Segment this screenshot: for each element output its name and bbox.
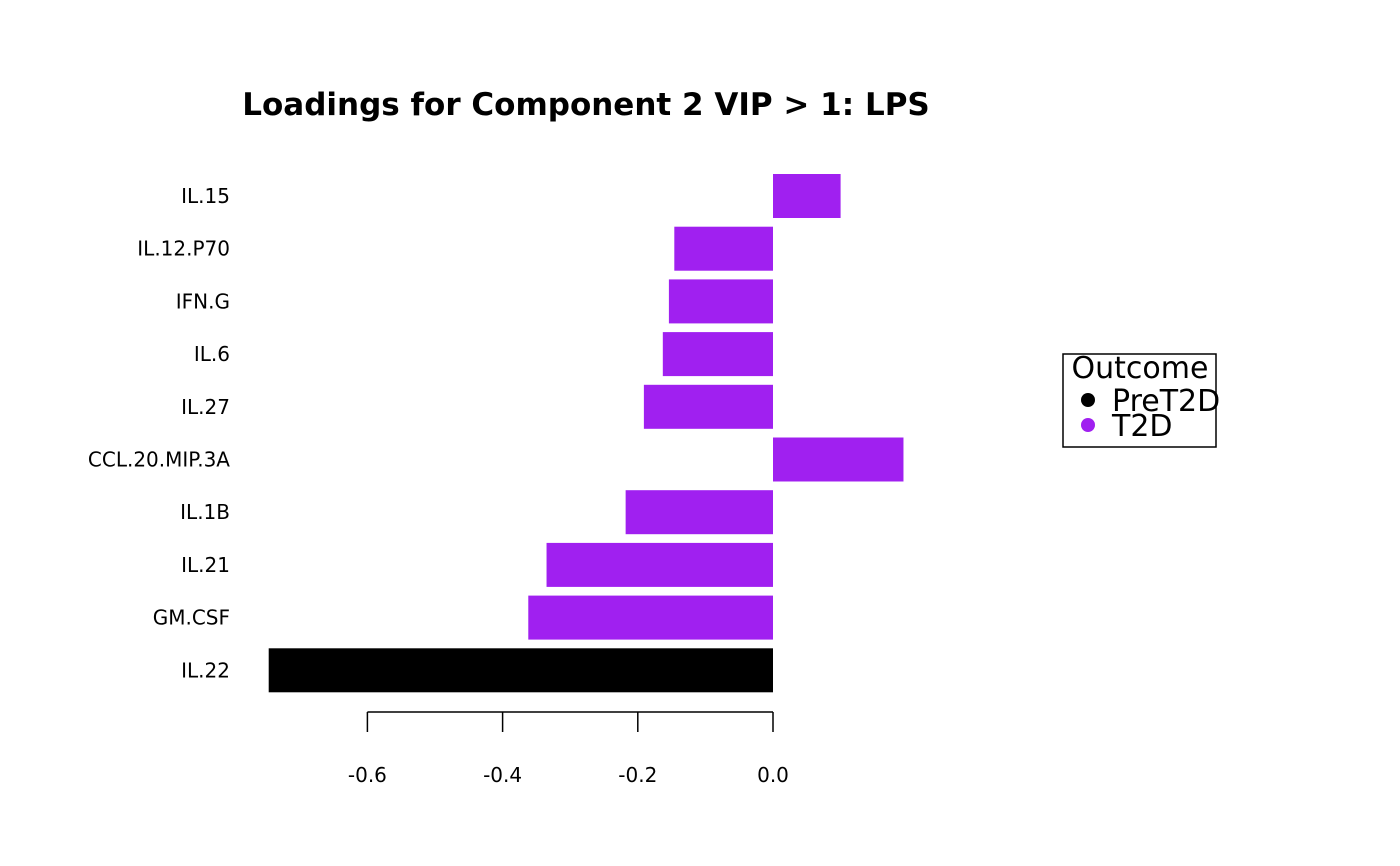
x-tick-label: -0.4 <box>483 763 522 787</box>
bar-gm-csf <box>528 595 773 640</box>
bar-il-27 <box>643 384 773 429</box>
legend-label-pret2d: PreT2D <box>1112 384 1220 419</box>
category-label: GM.CSF <box>153 606 230 630</box>
legend-title: Outcome <box>1072 351 1209 386</box>
bars-layer <box>268 174 904 693</box>
legend-box <box>1062 353 1217 448</box>
category-label: IFN.G <box>176 289 230 313</box>
category-label: IL.1B <box>180 500 230 524</box>
x-tick-label: -0.2 <box>618 763 657 787</box>
bar-il-12-p70 <box>674 226 773 271</box>
category-label: CCL.20.MIP.3A <box>88 448 230 472</box>
legend-label-t2d: T2D <box>1111 409 1173 444</box>
legend: Outcome PreT2D T2D <box>1062 351 1220 448</box>
category-label: IL.27 <box>181 395 230 419</box>
chart-title: Loadings for Component 2 VIP > 1: LPS <box>242 87 930 123</box>
x-axis: -0.6 -0.4 -0.2 0.0 <box>348 711 789 787</box>
category-label: IL.12.P70 <box>137 237 230 261</box>
legend-marker-t2d <box>1081 418 1095 432</box>
bar-il-1b <box>625 490 773 535</box>
category-label: IL.6 <box>194 342 230 366</box>
bar-ccl-20-mip-3a <box>773 437 904 482</box>
legend-marker-pret2d <box>1081 393 1095 407</box>
x-tick-label: 0.0 <box>757 763 789 787</box>
bar-il-21 <box>546 542 773 587</box>
bar-il-15 <box>773 174 841 218</box>
category-label: IL.21 <box>181 553 230 577</box>
x-tick-label: -0.6 <box>348 763 387 787</box>
category-labels: IL.15 IL.12.P70 IFN.G IL.6 IL.27 CCL.20.MIP.3… <box>88 184 230 682</box>
category-label: IL.22 <box>181 658 230 682</box>
category-label: IL.15 <box>181 184 230 208</box>
bar-il-6 <box>662 332 773 377</box>
bar-ifn-g <box>668 279 773 324</box>
bar-il-22 <box>268 648 773 693</box>
